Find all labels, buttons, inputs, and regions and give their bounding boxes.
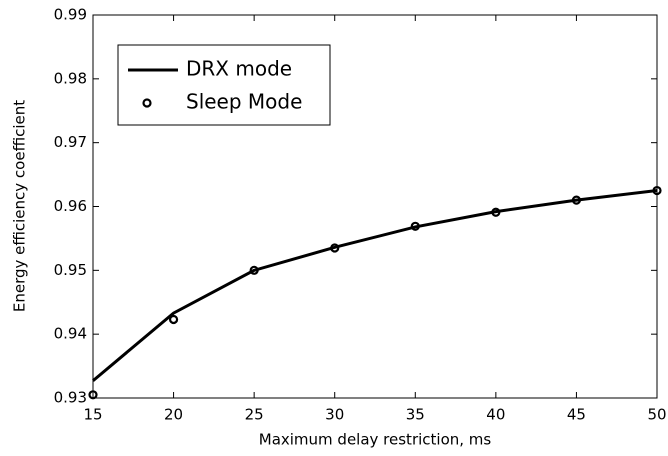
legend-marker [142,98,152,108]
y-tick-label: 0.93 [54,389,87,407]
marker [330,243,340,253]
marker [571,195,582,205]
y-axis-label: Energy efficiency coefficient [11,100,29,312]
legend-label: DRX mode [186,57,292,81]
y-tick-label: 0.99 [54,6,87,24]
x-tick-label: 35 [406,406,425,424]
line [92,189,658,382]
x-tick-label: 25 [245,406,264,424]
marker [491,207,501,217]
marker [652,185,662,196]
marker [410,221,420,231]
y-tick-label: 0.98 [54,69,87,87]
y-tick-label: 0.96 [54,197,87,215]
x-axis-label: Maximum delay restriction, ms [259,431,492,449]
legend-label: Sleep Mode [186,90,302,114]
x-tick-label: 45 [567,406,586,424]
x-tick-label: 30 [325,406,344,424]
x-tick-label: 50 [647,406,666,424]
marker [168,314,179,325]
y-tick-label: 0.97 [54,133,87,151]
legend-box [117,44,331,126]
marker [249,265,259,275]
x-tick-label: 15 [83,406,102,424]
y-tick-label: 0.94 [54,325,87,343]
x-tick-label: 40 [486,406,505,424]
y-tick-label: 0.95 [54,261,87,279]
x-tick-label: 20 [164,406,183,424]
marker [88,390,98,400]
